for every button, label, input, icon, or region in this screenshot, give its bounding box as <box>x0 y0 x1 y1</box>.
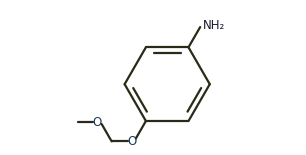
Text: O: O <box>93 116 102 129</box>
Text: NH₂: NH₂ <box>203 19 225 32</box>
Text: O: O <box>127 135 136 148</box>
